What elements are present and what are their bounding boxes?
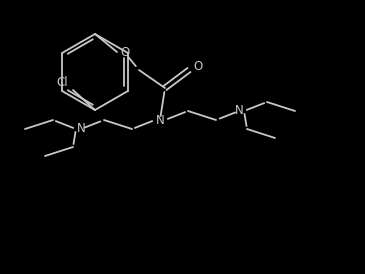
Text: N: N	[155, 113, 164, 127]
Text: Cl: Cl	[56, 76, 68, 90]
Text: N: N	[235, 104, 243, 118]
Text: N: N	[77, 122, 85, 136]
Text: O: O	[120, 47, 130, 59]
Text: O: O	[193, 61, 203, 73]
